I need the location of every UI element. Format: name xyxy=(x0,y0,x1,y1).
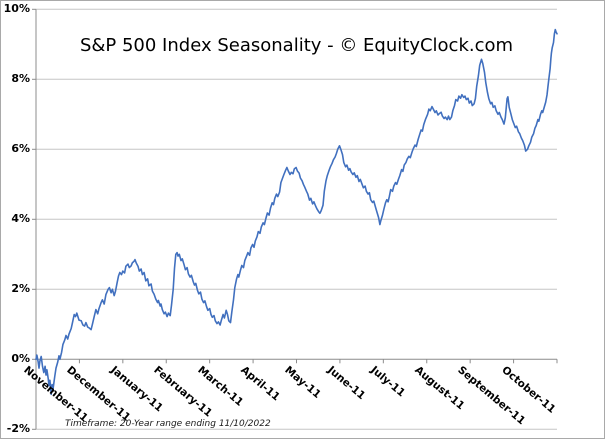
y-axis-tick-label: 6% xyxy=(11,142,30,156)
y-axis-tick-label: 2% xyxy=(11,282,30,296)
series-line xyxy=(35,28,558,396)
y-axis-tick-label: 4% xyxy=(11,212,30,226)
y-axis-tick-label: 8% xyxy=(11,72,30,86)
y-axis-tick-label: 10% xyxy=(3,2,30,16)
chart-title: S&P 500 Index Seasonality - © EquityCloc… xyxy=(79,35,514,56)
y-axis-tick-label: 0% xyxy=(11,352,30,366)
chart-footnote: Timeframe: 20-Year range ending 11/10/20… xyxy=(65,419,271,429)
y-axis-tick-label: -2% xyxy=(6,422,30,436)
